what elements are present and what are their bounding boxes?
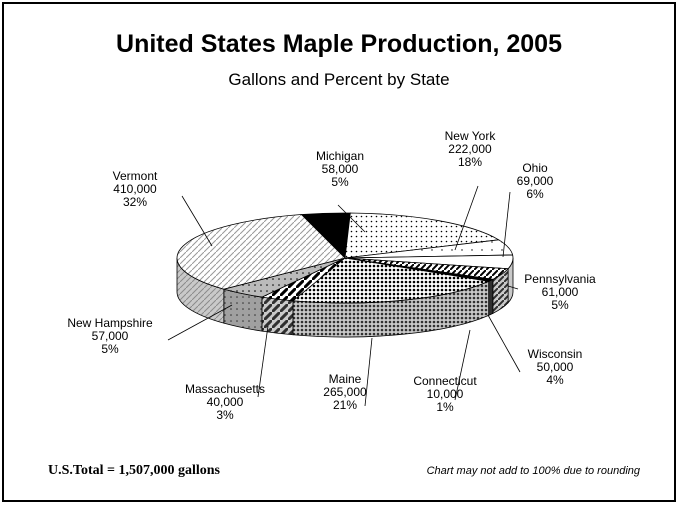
chart-subtitle: Gallons and Percent by State (228, 70, 449, 89)
slice-label-line: 10,000 (427, 387, 464, 401)
slice-label-line: Connecticut (413, 374, 477, 388)
slice-label-line: Ohio (522, 161, 548, 175)
slice-label: Vermont 410,000 32% (113, 169, 158, 209)
leader-line (454, 329, 471, 401)
slice-label: Michigan 58,000 5% (316, 149, 364, 189)
slice-label: Connecticut 10,000 1% (413, 374, 477, 414)
slice-label-line: 57,000 (92, 329, 129, 343)
leader-line (337, 204, 366, 233)
slice-label: Pennsylvania 61,000 5% (524, 272, 596, 312)
slice-label-line: 222,000 (448, 142, 492, 156)
slice (291, 257, 491, 304)
slice-label-line: Pennsylvania (524, 272, 596, 286)
slice-label-line: 4% (546, 373, 564, 387)
slice-label: Massachusetts 40,000 3% (185, 382, 265, 422)
slice-label-line: 69,000 (517, 174, 554, 188)
total-note: U.S.Total = 1,507,000 gallons (48, 463, 221, 478)
slice (344, 212, 500, 259)
leader-line (502, 191, 511, 258)
slice-label-line: 410,000 (113, 182, 157, 196)
slice-label-line: 265,000 (323, 385, 367, 399)
leader-line (257, 325, 269, 398)
slice-label: New Hampshire 57,000 5% (67, 316, 153, 356)
slice-label-line: 5% (551, 298, 569, 312)
slice-label: Ohio 69,000 6% (517, 161, 554, 201)
leader-line (454, 185, 479, 251)
slice-label-line: 3% (216, 408, 234, 422)
slice-label-line: 5% (331, 175, 349, 189)
slice-label: New York 222,000 18% (445, 129, 497, 169)
slice-label-line: 58,000 (322, 162, 359, 176)
slice-label-line: 5% (101, 342, 119, 356)
slice-label-line: New York (445, 129, 497, 143)
chart-title: United States Maple Production, 2005 (116, 30, 562, 58)
slice (176, 214, 346, 290)
slice-label-line: 1% (436, 400, 454, 414)
slice-label-line: 40,000 (207, 395, 244, 409)
leader-line (507, 285, 519, 290)
slice-side (261, 296, 294, 336)
slice-label-line: Michigan (316, 149, 364, 163)
slice-label-line: Vermont (113, 169, 158, 183)
slice-label: Maine 265,000 21% (323, 372, 367, 412)
slice-label-line: Wisconsin (528, 347, 583, 361)
leader-line (181, 195, 213, 247)
slice-label-line: 32% (123, 195, 147, 209)
leader-line (364, 337, 373, 407)
rounding-note: Chart may not add to 100% due to roundin… (427, 465, 641, 477)
slice-side (488, 278, 494, 316)
slice-label-line: 21% (333, 398, 357, 412)
slice-label-line: Massachusetts (185, 382, 265, 396)
slice-label-line: 6% (526, 187, 544, 201)
slice-label-line: New Hampshire (67, 316, 153, 330)
slice-label-line: 18% (458, 155, 482, 169)
frame (2, 2, 676, 502)
leader-line (487, 314, 521, 373)
slice-label-line: 50,000 (537, 360, 574, 374)
slice-label: Wisconsin 50,000 4% (528, 347, 583, 387)
slice-label-line: Maine (329, 372, 362, 386)
slice-label-line: 61,000 (542, 285, 579, 299)
leader-line (167, 304, 233, 341)
